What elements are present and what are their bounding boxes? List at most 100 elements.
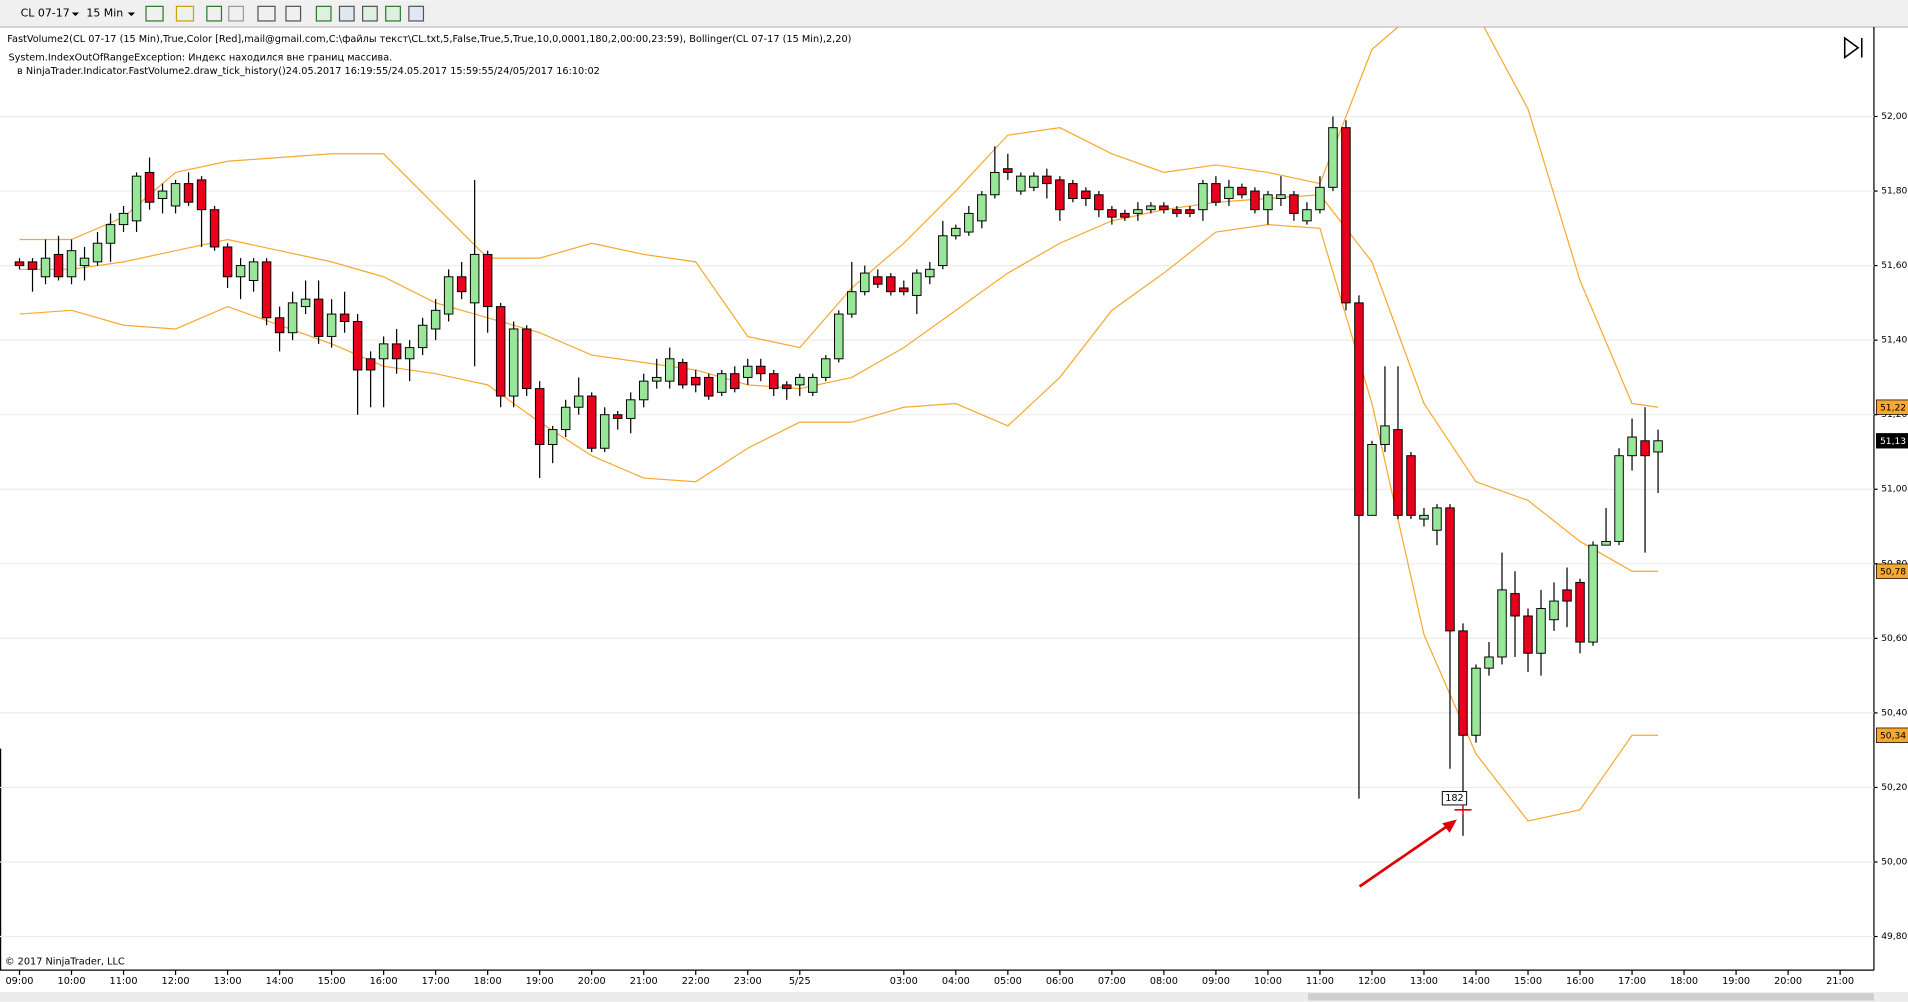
- candle-body-up: [938, 235, 948, 267]
- y-tick-label: 51,60: [1881, 261, 1907, 271]
- arrow-head: [1442, 819, 1457, 833]
- y-tick-label: 51,00: [1881, 485, 1907, 495]
- x-tick-label: 14:00: [266, 976, 294, 987]
- bar-type-button[interactable]: [145, 5, 164, 22]
- candle-body-down: [1575, 581, 1585, 643]
- candle-body-down: [1068, 183, 1078, 199]
- candle-body-up: [118, 212, 129, 226]
- x-tick-label: 20:00: [1774, 976, 1802, 987]
- zoom-button[interactable]: [285, 5, 302, 22]
- instrument-selector[interactable]: CL 07-17: [21, 7, 70, 20]
- price-marker: [1875, 433, 1908, 449]
- candle-body-down: [1081, 190, 1091, 199]
- candle-body-down: [209, 209, 220, 248]
- candle-body-down: [456, 276, 467, 293]
- candle-body-down: [1289, 194, 1299, 214]
- toolbar-button[interactable]: [315, 5, 332, 22]
- toolbar-button[interactable]: [338, 5, 355, 22]
- candle-body-up: [664, 358, 675, 382]
- x-tick-label: 5/25: [789, 976, 811, 987]
- candle-body-up: [821, 358, 831, 378]
- x-tick-label: 16:00: [370, 976, 398, 987]
- x-tick-label: 15:00: [318, 976, 346, 987]
- candle-body-up: [847, 291, 857, 315]
- x-tick-label: 19:00: [526, 976, 554, 987]
- price-marker: [1875, 563, 1908, 579]
- candle-body-up: [1224, 186, 1234, 199]
- price-marker-label: 50,78: [1880, 567, 1906, 577]
- interval-selector[interactable]: 15 Min: [86, 7, 123, 20]
- candle-body-up: [235, 265, 246, 278]
- candle-body-down: [782, 384, 792, 390]
- x-tick-label: 21:00: [1826, 976, 1854, 987]
- x-tick-label: 11:00: [110, 976, 138, 987]
- cursor-button[interactable]: [257, 5, 276, 22]
- x-tick-label: 09:00: [1202, 976, 1230, 987]
- candle-body-up: [131, 175, 142, 222]
- x-tick-label: 17:00: [422, 976, 450, 987]
- candle-body-up: [1029, 175, 1039, 188]
- candle-body-down: [313, 298, 324, 337]
- scrollbar-thumb[interactable]: [1308, 993, 1874, 1001]
- candle-body-down: [886, 276, 896, 293]
- x-tick-label: 14:00: [1462, 976, 1490, 987]
- candle-body-up: [1328, 127, 1338, 188]
- dropdown-arrow[interactable]: [71, 12, 80, 17]
- x-tick-label: 23:00: [734, 976, 762, 987]
- candle-body-down: [1510, 593, 1520, 617]
- candle-body-down: [1107, 209, 1117, 218]
- candle-body-down: [899, 287, 909, 293]
- grid: 49,8050,0050,2050,4050,6050,8051,0051,20…: [0, 112, 1908, 987]
- candle-body-up: [1497, 589, 1507, 658]
- x-tick-label: 06:00: [1046, 976, 1074, 987]
- candle-body-up: [808, 376, 818, 393]
- candle-body-down: [1406, 455, 1416, 516]
- candle-body-up: [1627, 436, 1637, 457]
- candle-body-up: [1653, 440, 1663, 453]
- candle-body-down: [769, 373, 779, 390]
- candle-body-up: [430, 309, 441, 330]
- candle-body-down: [1445, 507, 1455, 632]
- candle-body-up: [1367, 444, 1377, 516]
- candle-body-down: [1094, 194, 1104, 211]
- candle-body-down: [1393, 429, 1403, 516]
- candle-body-down: [1185, 209, 1195, 214]
- candle-body-up: [404, 347, 415, 360]
- candle-body-down: [703, 376, 714, 397]
- x-tick-label: 08:00: [1150, 976, 1178, 987]
- candle-body-up: [170, 183, 181, 207]
- candle-body-down: [521, 328, 532, 390]
- indicator-button[interactable]: [206, 5, 223, 22]
- toolbar-button[interactable]: [362, 5, 378, 22]
- collapse-panel-button[interactable]: [1843, 36, 1863, 60]
- x-tick-label: 19:00: [1722, 976, 1750, 987]
- candle-body-down: [1159, 205, 1169, 211]
- draw-tool-button[interactable]: [175, 5, 195, 22]
- toolbar-button[interactable]: [408, 5, 425, 22]
- y-tick-label: 50,20: [1881, 783, 1907, 793]
- candle-body-up: [66, 250, 77, 278]
- dropdown-arrow[interactable]: [127, 12, 136, 17]
- y-tick-label: 50,40: [1881, 708, 1907, 718]
- candle-body-up: [716, 373, 727, 393]
- x-tick-label: 11:00: [1306, 976, 1334, 987]
- collapse-arrow[interactable]: [1843, 36, 1860, 60]
- candle-body-down: [730, 373, 740, 390]
- candle-body-up: [300, 298, 311, 308]
- x-tick-label: 16:00: [1566, 976, 1594, 987]
- y-tick-label: 50,60: [1881, 634, 1907, 644]
- candle-body-up: [795, 376, 805, 386]
- scrollbar-track: [0, 991, 1908, 1002]
- x-tick-label: 15:00: [1514, 976, 1542, 987]
- candle-body-up: [79, 257, 90, 267]
- candle-body-up: [860, 272, 870, 293]
- x-tick-label: 21:00: [630, 976, 658, 987]
- candle-body-up: [1380, 425, 1390, 446]
- toolbar-button[interactable]: [385, 5, 401, 22]
- candle-body-down: [1250, 190, 1260, 211]
- candle-body-down: [1341, 127, 1351, 304]
- candle-body-down: [1120, 212, 1130, 218]
- strategy-button[interactable]: [228, 5, 244, 22]
- x-tick-label: 10:00: [58, 976, 86, 987]
